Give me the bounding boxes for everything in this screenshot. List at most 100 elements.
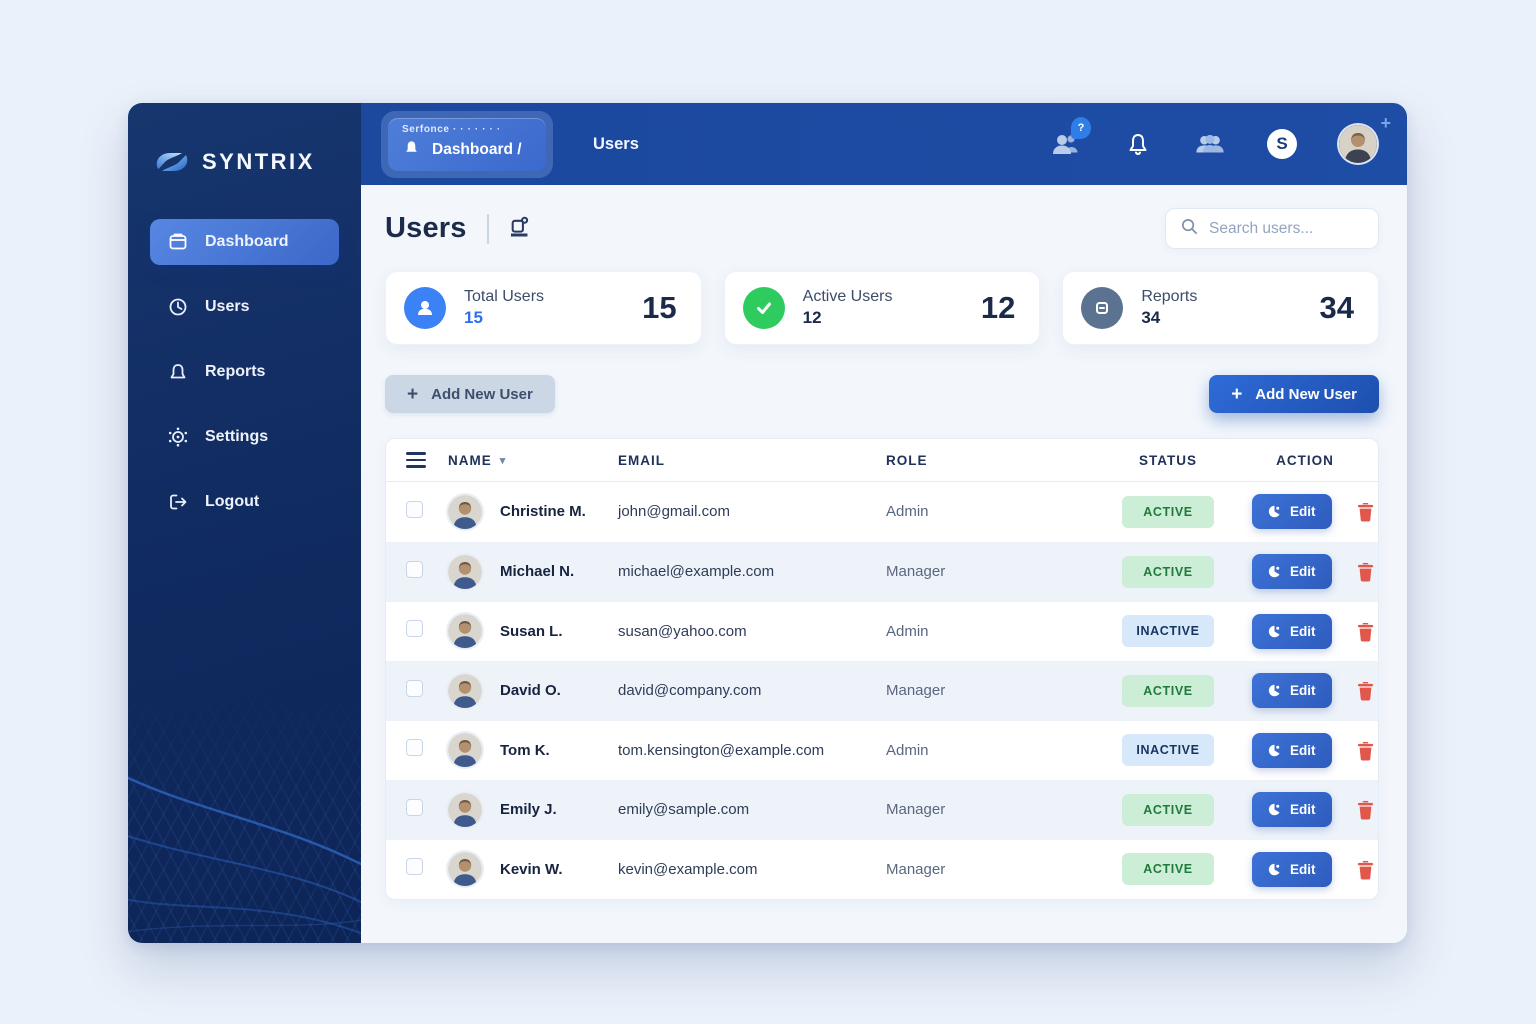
add-user-label: Add New User: [431, 385, 533, 403]
stat-sub-value: 34: [1141, 308, 1161, 327]
status-badge: INACTIVE: [1122, 734, 1214, 767]
user-role: Manager: [886, 801, 946, 819]
delete-button[interactable]: [1356, 501, 1375, 522]
s-brand-badge[interactable]: S: [1267, 129, 1297, 159]
users-title-icon: [507, 214, 532, 244]
sidebar: SYNTRIX Dashboard Users: [128, 103, 361, 943]
user-avatar: [448, 554, 482, 589]
sidebar-item-logout[interactable]: Logout: [150, 479, 339, 525]
table-header: NAME ▾ EMAIL ROLE STATUS ACTION: [386, 439, 1378, 482]
sidebar-item-users[interactable]: Users: [150, 284, 339, 330]
edit-pie-icon: [1268, 684, 1281, 697]
sidebar-item-settings[interactable]: Settings: [150, 414, 339, 460]
user-email: kevin@example.com: [618, 860, 758, 878]
search-input[interactable]: [1209, 219, 1364, 238]
edit-label: Edit: [1290, 504, 1316, 520]
user-name: Christine M.: [500, 503, 586, 521]
delete-button[interactable]: [1356, 680, 1375, 701]
notification-bell-icon[interactable]: [1123, 129, 1153, 159]
team-icon[interactable]: [1195, 129, 1225, 159]
column-header-status[interactable]: STATUS: [1139, 452, 1197, 468]
help-badge: ?: [1071, 117, 1091, 139]
page-title: Users: [385, 212, 467, 244]
row-checkbox[interactable]: [406, 500, 423, 518]
row-checkbox[interactable]: [406, 679, 423, 697]
users-table: NAME ▾ EMAIL ROLE STATUS ACTION Christin…: [385, 438, 1379, 900]
table-row: Christine M. john@gmail.com Admin ACTIVE…: [386, 482, 1378, 542]
stat-label: Active Users: [802, 288, 893, 305]
edit-button[interactable]: Edit: [1252, 673, 1332, 709]
trash-icon: [1356, 561, 1375, 582]
status-badge: ACTIVE: [1122, 555, 1214, 588]
user-name: Susan L.: [500, 622, 563, 640]
user-role: Admin: [886, 622, 929, 640]
user-role: Admin: [886, 741, 929, 759]
edit-label: Edit: [1290, 683, 1316, 699]
user-email: tom.kensington@example.com: [618, 741, 825, 759]
topbar-section-label: Users: [593, 134, 639, 153]
delete-button[interactable]: [1356, 621, 1375, 642]
user-avatar: [448, 792, 482, 827]
column-header-action[interactable]: ACTION: [1276, 452, 1334, 468]
main-column: Serfonce · · · · · · · Dashboard / Users: [361, 103, 1407, 943]
user-avatar: [448, 673, 482, 708]
add-user-button-primary[interactable]: + Add New User: [1209, 375, 1379, 413]
delete-button[interactable]: [1356, 859, 1375, 880]
breadcrumb-small-label: Serfonce · · · · · · ·: [402, 123, 501, 135]
user-name: David O.: [500, 682, 561, 700]
user-help-icon[interactable]: ?: [1051, 117, 1091, 159]
stat-sub-value: 15: [464, 308, 483, 327]
user-role: Manager: [886, 860, 946, 878]
profile-avatar[interactable]: [1339, 125, 1377, 163]
stat-card-reports: Reports 34 34: [1062, 271, 1379, 345]
edit-button[interactable]: Edit: [1252, 732, 1332, 768]
row-checkbox[interactable]: [406, 798, 423, 816]
syntrix-logo-icon: [152, 145, 192, 179]
edit-button[interactable]: Edit: [1252, 792, 1332, 828]
delete-button[interactable]: [1356, 740, 1375, 761]
edit-button[interactable]: Edit: [1252, 554, 1332, 590]
edit-label: Edit: [1290, 742, 1316, 758]
user-avatar: [448, 733, 482, 768]
breadcrumb[interactable]: Serfonce · · · · · · · Dashboard /: [381, 110, 553, 178]
column-header-role[interactable]: ROLE: [886, 452, 928, 468]
user-email: susan@yahoo.com: [618, 622, 747, 640]
table-row: Susan L. susan@yahoo.com Admin INACTIVE …: [386, 601, 1378, 661]
status-badge: INACTIVE: [1122, 615, 1214, 648]
status-badge: ACTIVE: [1122, 495, 1214, 528]
report-circle-icon: [1081, 287, 1124, 329]
delete-button[interactable]: [1356, 799, 1375, 820]
brand-logo: SYNTRIX: [128, 135, 361, 219]
sidebar-item-reports[interactable]: Reports: [150, 349, 339, 395]
row-checkbox[interactable]: [406, 858, 423, 876]
delete-button[interactable]: [1356, 561, 1375, 582]
search-box: [1165, 208, 1379, 249]
trash-icon: [1356, 740, 1375, 761]
stat-value: 15: [642, 290, 677, 325]
stat-value: 34: [1319, 290, 1354, 325]
user-avatar: [448, 852, 482, 887]
user-email: emily@sample.com: [618, 801, 750, 819]
edit-button[interactable]: Edit: [1252, 613, 1332, 649]
add-user-label: Add New User: [1255, 385, 1357, 403]
breadcrumb-label: Dashboard /: [432, 140, 522, 158]
stat-card-total-users: Total Users 15 15: [385, 271, 702, 345]
row-checkbox[interactable]: [406, 560, 423, 578]
row-checkbox[interactable]: [406, 739, 423, 757]
edit-pie-icon: [1268, 863, 1281, 876]
row-checkbox[interactable]: [406, 620, 423, 638]
edit-button[interactable]: Edit: [1252, 851, 1332, 887]
logout-icon: [166, 490, 190, 514]
stat-value: 12: [980, 290, 1016, 325]
add-user-button-secondary[interactable]: + Add New User: [385, 375, 555, 413]
stat-label: Total Users: [464, 288, 545, 305]
clock-icon: [166, 295, 190, 319]
user-name: Michael N.: [500, 563, 575, 581]
check-circle-icon: [742, 287, 785, 329]
menu-icon[interactable]: [406, 452, 426, 468]
column-header-email[interactable]: EMAIL: [618, 452, 665, 468]
sidebar-item-dashboard[interactable]: Dashboard: [150, 219, 339, 265]
column-header-name[interactable]: NAME ▾: [448, 452, 507, 468]
bell-icon: [166, 360, 190, 384]
edit-button[interactable]: Edit: [1252, 494, 1332, 530]
